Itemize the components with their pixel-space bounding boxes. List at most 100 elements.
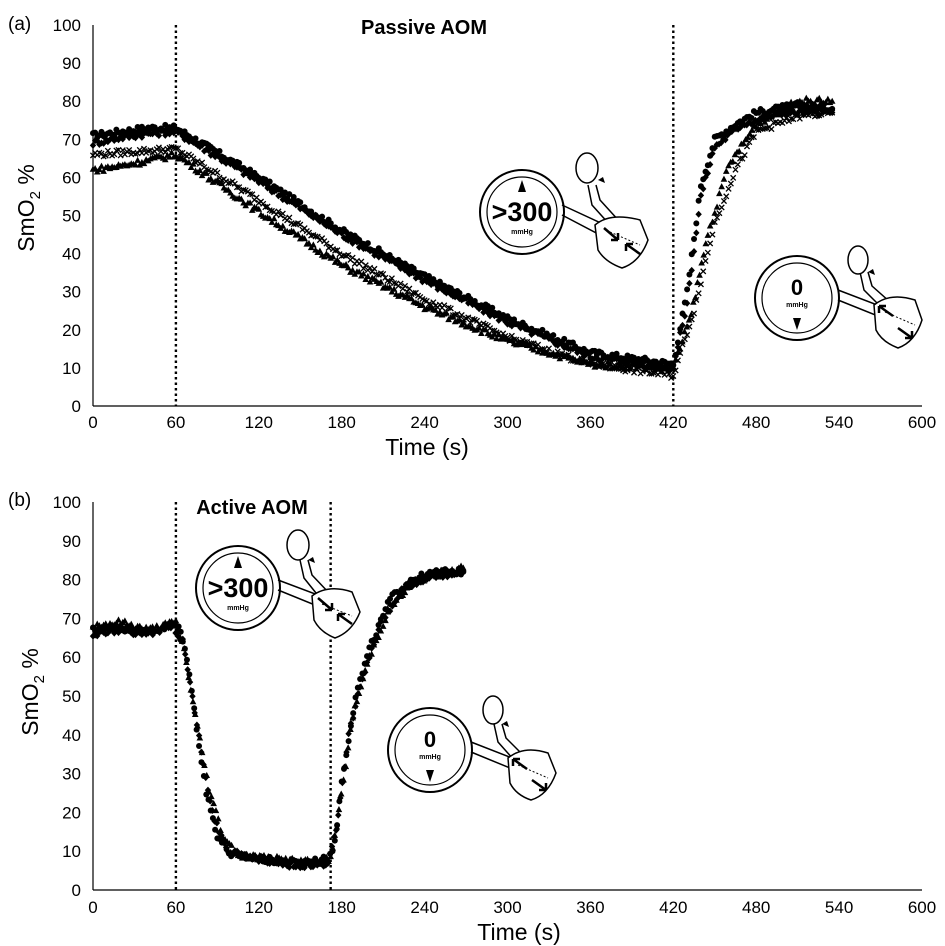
x-tick-label: 0 [88,413,97,432]
data-point-diamond [686,279,693,287]
x-tick-label: 300 [493,898,521,917]
data-point-triangle [370,641,378,648]
data-point-diamond [119,135,126,143]
data-point-diamond [138,133,146,141]
data-point-diamond [679,321,686,329]
data-point-diamond [108,134,116,142]
data-point-x [214,169,221,176]
data-point-triangle [774,111,782,118]
data-point-diamond [123,130,131,138]
data-point-triangle [530,346,537,353]
data-point-x [723,193,730,200]
data-point-x [700,268,707,275]
data-point-diamond [192,140,199,148]
data-point-diamond [528,331,535,339]
data-point-triangle [271,858,279,865]
data-point-x [829,109,836,116]
data-point-triangle [248,206,256,213]
data-point-triangle [740,139,747,147]
data-point-triangle [210,799,217,807]
data-point-triangle [626,365,633,372]
data-point-x [695,290,702,297]
gauge-b2-value: 0 [424,727,436,752]
data-point-x [231,180,238,187]
panel-a-title: Passive AOM [361,17,487,39]
data-point-x [737,155,744,162]
data-point-triangle [166,153,173,160]
data-point-triangle [96,166,103,173]
data-point-x [458,311,465,319]
data-point-diamond [704,169,712,177]
data-point-x [404,288,411,295]
data-point-triangle [800,100,808,107]
data-point-circle [236,159,243,166]
gauge-a1-unit: mmHg [511,229,533,236]
data-point-triangle [196,166,204,174]
data-point-triangle [443,309,450,316]
data-point-x [249,191,256,198]
data-point-diamond [195,732,203,740]
data-point-triangle [279,222,287,229]
data-point-triangle [157,624,165,631]
y-tick-label: 60 [62,648,81,667]
data-point-diamond [628,357,636,365]
data-point-triangle [355,268,363,275]
data-point-triangle [113,619,120,626]
data-point-triangle [622,365,629,372]
data-point-diamond [174,632,182,640]
data-point-diamond [196,143,204,151]
data-point-triangle [702,240,710,247]
data-point-diamond [550,338,557,346]
data-point-triangle [377,627,385,634]
data-point-triangle [722,167,730,174]
data-point-x [727,180,734,187]
data-point-triangle [349,266,356,273]
data-point-triangle [390,285,398,292]
data-point-triangle [98,162,105,169]
data-point-triangle [495,331,503,338]
y-tick-label: 50 [62,207,81,226]
cuff-inflated-icon-b: >300 mmHg [195,529,361,639]
x-tick-label: 120 [245,898,273,917]
x-tick-label: 360 [576,898,604,917]
x-tick-label: 240 [410,413,438,432]
data-point-diamond [179,132,186,140]
gauge-b1-value: >300 [208,573,269,603]
data-point-x [380,270,387,278]
data-point-triangle [294,230,302,237]
data-point-diamond [111,629,118,637]
data-point-diamond [184,666,191,674]
data-point-triangle [214,815,222,822]
data-point-diamond [183,135,191,143]
panel-a-markers [89,94,836,382]
data-point-triangle [449,313,457,320]
data-point-diamond [128,629,135,637]
data-point-diamond [335,811,342,819]
y-tick-label: 20 [62,803,81,822]
data-point-x [741,152,748,159]
data-point-triangle [357,683,365,690]
data-point-x [175,145,182,152]
data-point-triangle [478,329,485,337]
data-point-x [168,143,175,151]
data-point-x [345,251,352,259]
x-tick-label: 480 [742,413,770,432]
data-point-triangle [460,319,468,326]
data-point-triangle [785,104,793,111]
data-point-triangle [203,771,211,778]
data-point-x [371,265,378,272]
data-point-triangle [639,360,647,367]
data-point-x [807,110,814,117]
y-tick-label: 0 [72,881,81,900]
data-point-diamond [515,321,522,329]
data-point-triangle [218,179,226,187]
data-point-diamond [106,135,114,143]
data-point-triangle [198,749,206,756]
data-point-triangle [247,855,255,862]
gauge-a2-value: 0 [791,275,803,300]
data-point-diamond [523,324,531,332]
y-tick-label: 70 [62,130,81,149]
data-point-circle [695,197,702,204]
data-point-x [323,240,330,247]
panel-a-y-axis-label: SmO2 % [13,164,44,252]
